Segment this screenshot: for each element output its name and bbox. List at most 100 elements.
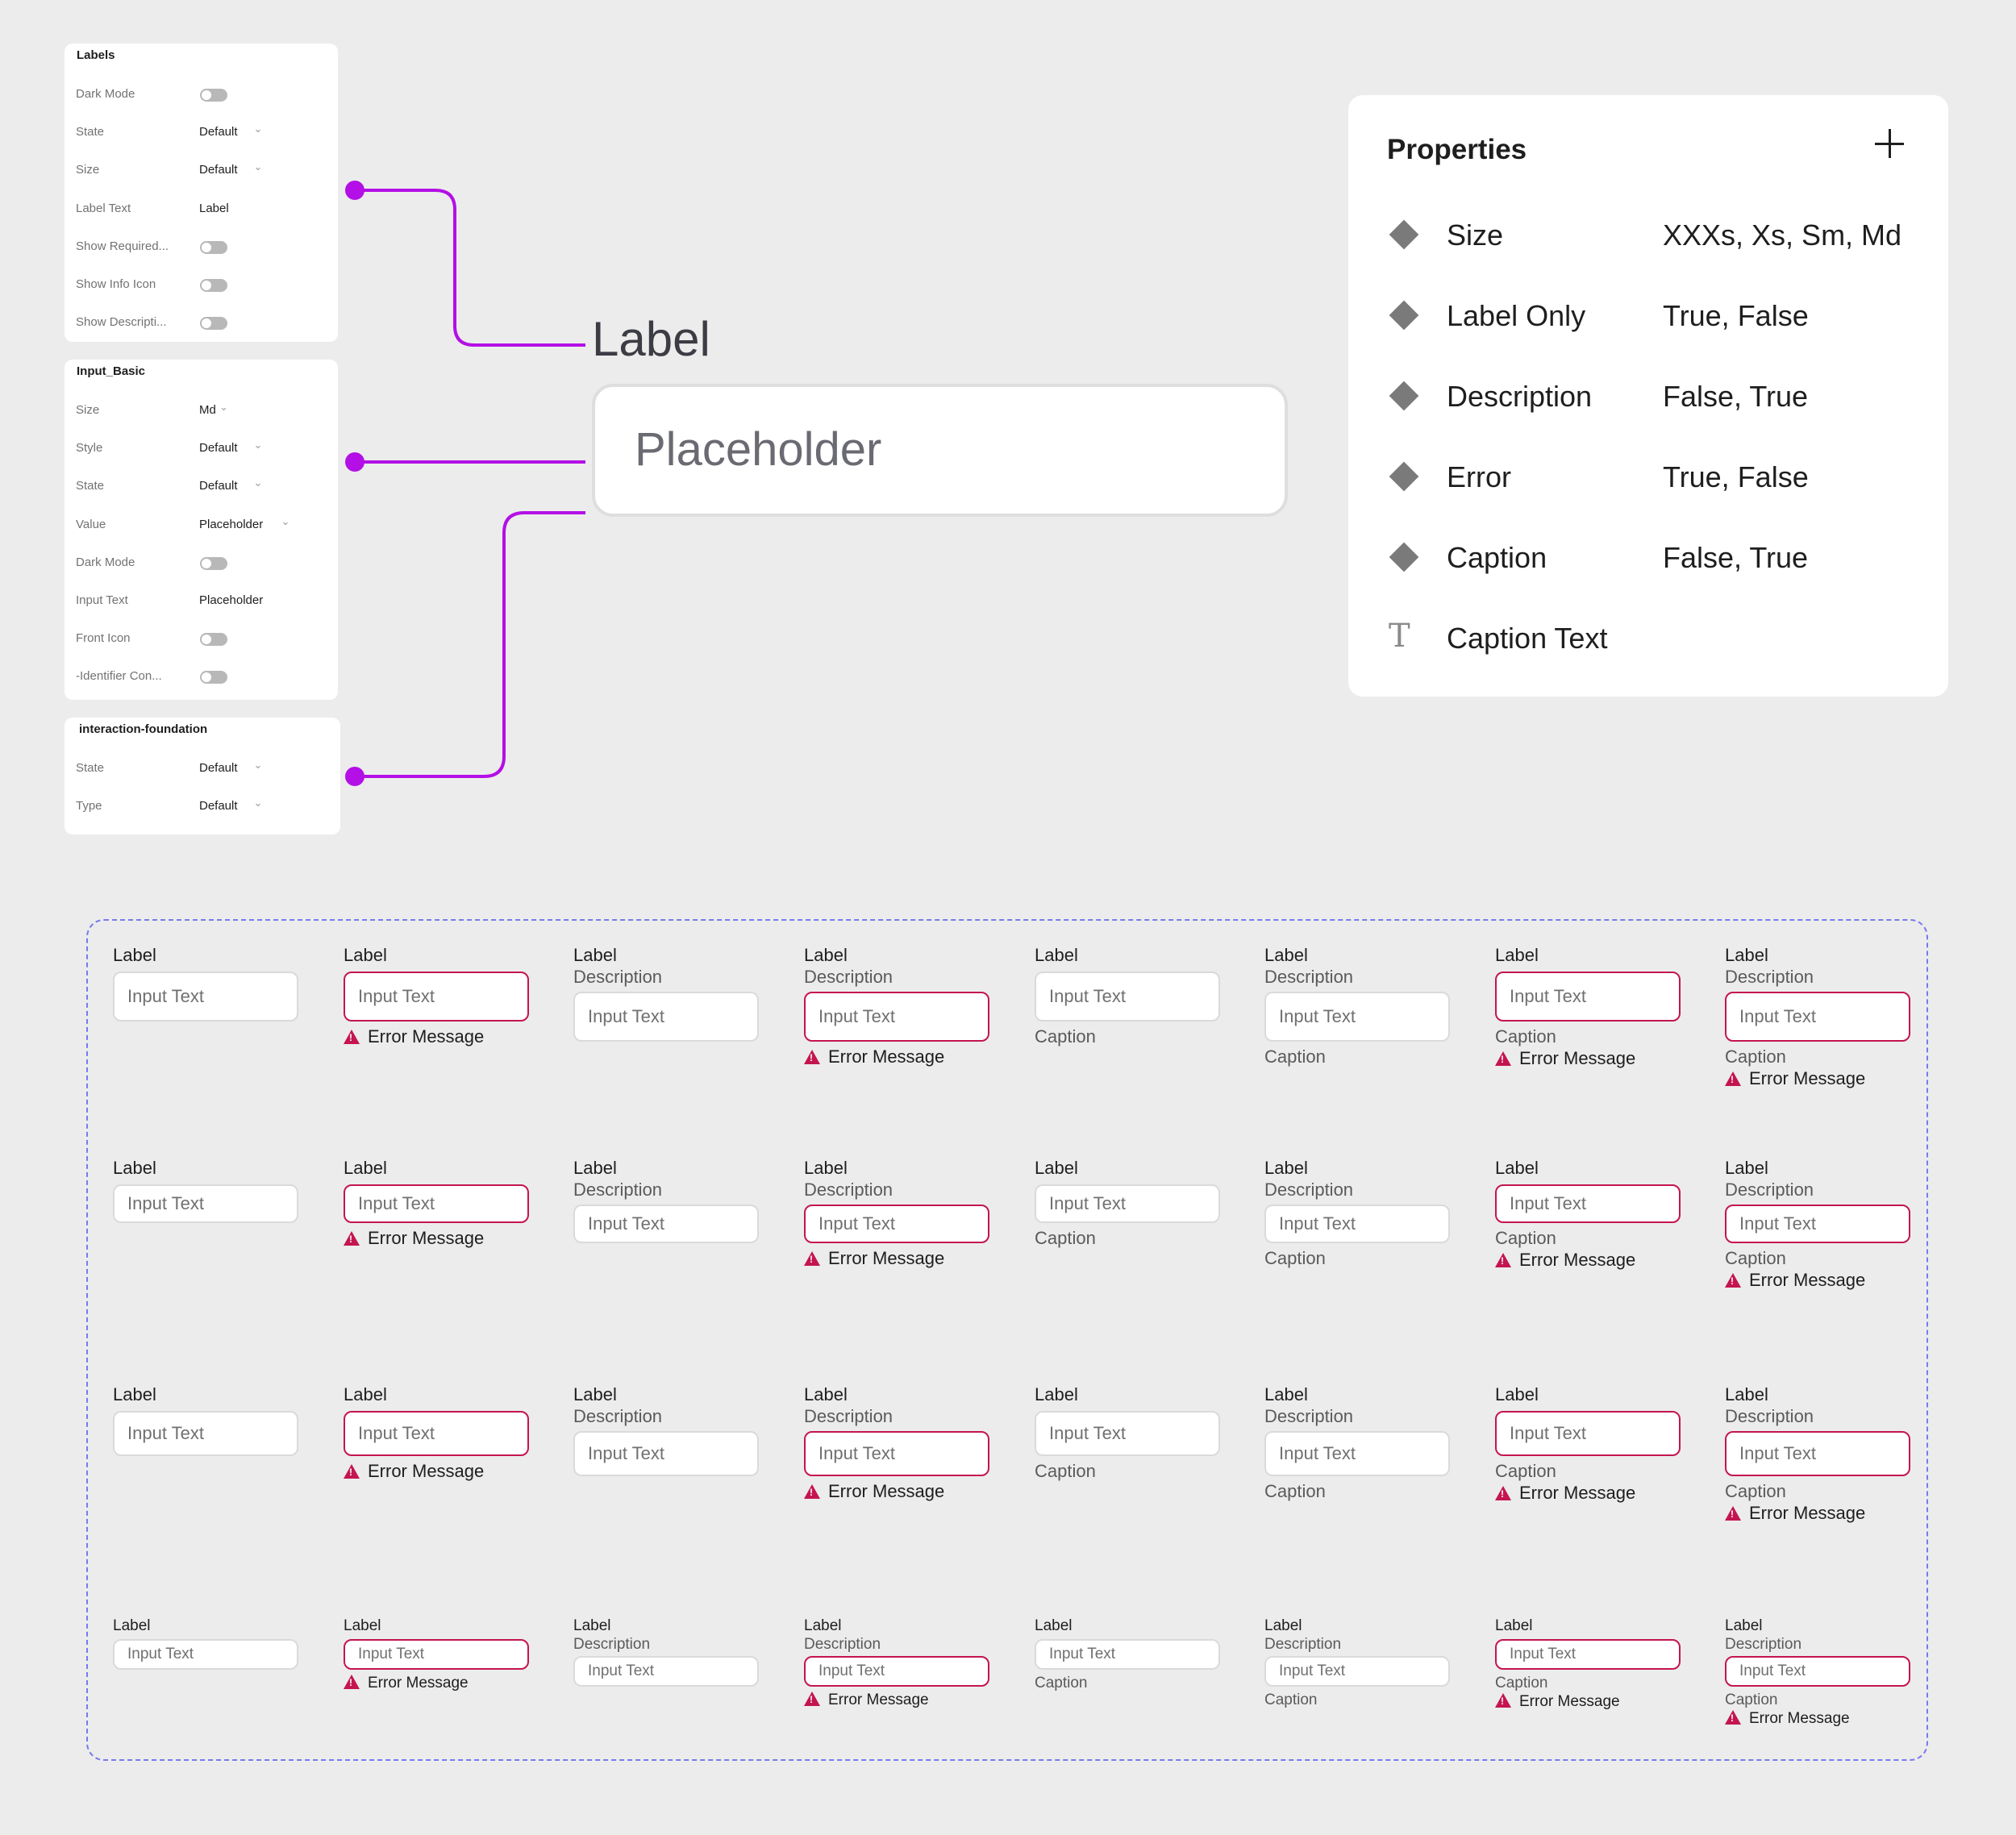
text-input[interactable]: Input Text: [1035, 1639, 1220, 1670]
property-row[interactable]: Size Md ⌄: [65, 397, 338, 422]
property-select[interactable]: Default: [199, 799, 238, 813]
text-input[interactable]: Input Text: [1495, 1639, 1681, 1670]
property-value[interactable]: Placeholder: [199, 593, 264, 607]
property-definition-row[interactable]: Label Only True, False: [1348, 295, 1948, 343]
property-row[interactable]: Dark Mode: [65, 81, 338, 106]
property-select[interactable]: Placeholder: [199, 517, 264, 531]
property-select[interactable]: Default: [199, 479, 238, 493]
property-row[interactable]: Type Default ⌄: [65, 793, 340, 818]
toggle-switch[interactable]: [200, 556, 227, 570]
property-row[interactable]: -Identifier Con...: [65, 664, 338, 688]
connector-dot-interaction: [345, 767, 364, 786]
input-value: Input Text: [818, 1662, 885, 1680]
property-row[interactable]: State Default ⌄: [65, 755, 340, 780]
property-row[interactable]: Dark Mode: [65, 550, 338, 574]
text-input[interactable]: Input Text: [113, 1411, 298, 1456]
text-input[interactable]: Input Text: [344, 1184, 529, 1223]
toggle-switch[interactable]: [200, 671, 227, 684]
field-caption: Caption: [1725, 1248, 1786, 1268]
property-row[interactable]: State Default ⌄: [65, 119, 338, 144]
property-row[interactable]: Front Icon: [65, 626, 338, 650]
preview-input[interactable]: Placeholder: [592, 384, 1288, 517]
property-definition-row[interactable]: Description False, True: [1348, 376, 1948, 424]
property-select[interactable]: Default: [199, 441, 238, 456]
field-label: Label: [1495, 1384, 1539, 1404]
text-input[interactable]: Input Text: [573, 1656, 759, 1687]
property-row[interactable]: Value Placeholder ⌄: [65, 512, 338, 536]
text-input[interactable]: Input Text: [1035, 972, 1220, 1022]
property-select[interactable]: Default: [199, 163, 238, 177]
text-input[interactable]: Input Text: [1035, 1184, 1220, 1223]
add-property-button[interactable]: [1873, 127, 1906, 160]
property-row[interactable]: State Default ⌄: [65, 473, 338, 497]
field-label: Label: [573, 1384, 617, 1404]
property-definition-row[interactable]: Error True, False: [1348, 456, 1948, 505]
property-definition-row[interactable]: T Caption Text: [1348, 618, 1948, 666]
field-description: Description: [804, 967, 893, 987]
property-row[interactable]: Show Info Icon: [65, 272, 338, 296]
property-row[interactable]: Label Text Label: [65, 196, 338, 220]
property-row[interactable]: Show Required...: [65, 234, 338, 258]
text-input[interactable]: Input Text: [344, 1411, 529, 1456]
text-input[interactable]: Input Text: [1264, 1656, 1450, 1687]
text-input[interactable]: Input Text: [804, 1205, 989, 1243]
error-message: Error Message: [1495, 1483, 1635, 1504]
text-input[interactable]: Input Text: [573, 992, 759, 1042]
text-input[interactable]: Input Text: [573, 1431, 759, 1476]
text-input[interactable]: Input Text: [113, 1639, 298, 1670]
text-input[interactable]: Input Text: [1495, 1411, 1681, 1456]
labels-panel-title: Labels: [77, 48, 115, 62]
toggle-switch[interactable]: [200, 240, 227, 254]
text-input[interactable]: Input Text: [1035, 1411, 1220, 1456]
property-select[interactable]: Default: [199, 761, 238, 775]
text-input[interactable]: Input Text: [1264, 1205, 1450, 1243]
property-definition-row[interactable]: Caption False, True: [1348, 537, 1948, 585]
text-input[interactable]: Input Text: [113, 1184, 298, 1223]
text-input[interactable]: Input Text: [1264, 1431, 1450, 1476]
text-input[interactable]: Input Text: [1495, 972, 1681, 1022]
property-select[interactable]: Default: [199, 125, 238, 139]
field-description: Description: [804, 1636, 881, 1653]
toggle-switch[interactable]: [200, 89, 227, 102]
field-label: Label: [113, 1384, 156, 1404]
text-input[interactable]: Input Text: [1725, 992, 1910, 1042]
text-input[interactable]: Input Text: [804, 1431, 989, 1476]
text-input[interactable]: Input Text: [804, 1656, 989, 1687]
property-label: State: [76, 125, 105, 139]
property-select[interactable]: Md: [199, 403, 216, 417]
toggle-switch[interactable]: [200, 317, 227, 331]
property-row[interactable]: Size Default ⌄: [65, 157, 338, 181]
property-row[interactable]: Show Descripti...: [65, 310, 338, 334]
toggle-switch[interactable]: [200, 279, 227, 292]
property-definition-row[interactable]: Size XXXs, Xs, Sm, Md: [1348, 214, 1948, 263]
text-input[interactable]: Input Text: [1725, 1431, 1910, 1476]
property-row[interactable]: Input Text Placeholder: [65, 588, 338, 612]
input-value: Input Text: [588, 1213, 664, 1234]
text-input[interactable]: Input Text: [1725, 1656, 1910, 1687]
warning-icon: [1725, 1710, 1741, 1725]
property-value[interactable]: Label: [199, 201, 229, 215]
error-text: Error Message: [1749, 1270, 1866, 1290]
error-text: Error Message: [828, 1046, 945, 1067]
property-label: Label Text: [76, 201, 131, 215]
text-input[interactable]: Input Text: [1495, 1184, 1681, 1223]
toggle-switch[interactable]: [200, 633, 227, 647]
toggle-knob: [202, 635, 211, 645]
text-input[interactable]: Input Text: [1264, 992, 1450, 1042]
field-label: Label: [1264, 1158, 1308, 1178]
chevron-down-icon: ⌄: [253, 797, 263, 809]
text-input[interactable]: Input Text: [344, 972, 529, 1022]
error-message: Error Message: [804, 1481, 944, 1502]
text-input[interactable]: Input Text: [113, 972, 298, 1022]
warning-icon: [344, 1464, 360, 1479]
field-label: Label: [804, 1384, 848, 1404]
error-text: Error Message: [1519, 1250, 1636, 1270]
text-input[interactable]: Input Text: [344, 1639, 529, 1670]
text-input[interactable]: Input Text: [804, 992, 989, 1042]
property-label: State: [76, 479, 105, 493]
input-value: Input Text: [818, 1006, 895, 1027]
field-label: Label: [1725, 1158, 1768, 1178]
text-input[interactable]: Input Text: [573, 1205, 759, 1243]
text-input[interactable]: Input Text: [1725, 1205, 1910, 1243]
property-row[interactable]: Style Default ⌄: [65, 435, 338, 460]
